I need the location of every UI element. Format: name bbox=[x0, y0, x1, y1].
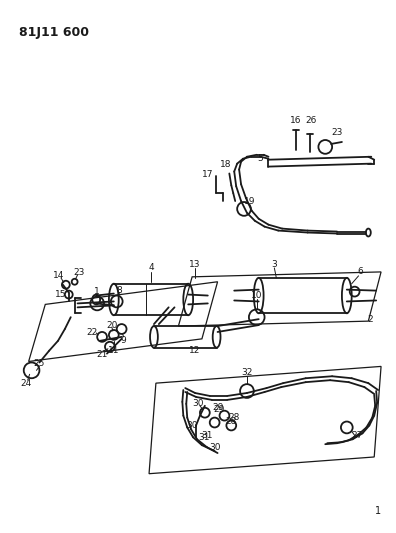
Text: 1: 1 bbox=[94, 287, 100, 296]
Text: 4: 4 bbox=[148, 263, 154, 272]
Text: 22: 22 bbox=[87, 328, 98, 337]
Text: 30: 30 bbox=[187, 421, 198, 430]
Text: 30: 30 bbox=[192, 399, 204, 408]
Text: 29: 29 bbox=[212, 403, 223, 412]
Text: 30: 30 bbox=[209, 442, 221, 451]
Text: 6: 6 bbox=[358, 268, 364, 277]
Text: 9: 9 bbox=[121, 336, 126, 345]
Text: 23: 23 bbox=[73, 269, 84, 277]
Text: 19: 19 bbox=[244, 197, 256, 206]
Text: 21: 21 bbox=[96, 350, 108, 359]
Text: 81J11 600: 81J11 600 bbox=[19, 26, 89, 39]
Text: 29: 29 bbox=[214, 405, 225, 414]
Text: 18: 18 bbox=[220, 160, 231, 169]
Text: 16: 16 bbox=[290, 116, 302, 125]
Text: 24: 24 bbox=[20, 378, 31, 387]
Text: 25: 25 bbox=[34, 359, 45, 368]
Text: 15: 15 bbox=[55, 290, 67, 299]
Text: 32: 32 bbox=[241, 368, 253, 377]
Text: 5: 5 bbox=[257, 154, 263, 163]
Text: 17: 17 bbox=[202, 170, 213, 179]
Text: 3: 3 bbox=[272, 260, 277, 269]
Text: 28: 28 bbox=[226, 417, 237, 426]
Text: 27: 27 bbox=[351, 431, 362, 440]
Text: 26: 26 bbox=[305, 116, 316, 125]
Text: 10: 10 bbox=[251, 291, 263, 300]
Text: 31: 31 bbox=[198, 433, 209, 442]
Text: 28: 28 bbox=[228, 413, 240, 422]
Text: 20: 20 bbox=[106, 320, 118, 329]
Text: 12: 12 bbox=[189, 346, 201, 355]
Text: 11: 11 bbox=[108, 346, 120, 355]
Text: 23: 23 bbox=[331, 127, 343, 136]
Text: 31: 31 bbox=[201, 431, 213, 440]
Text: 1: 1 bbox=[375, 506, 381, 516]
Text: 13: 13 bbox=[189, 260, 201, 269]
Text: 14: 14 bbox=[53, 271, 65, 280]
Text: 8: 8 bbox=[117, 286, 122, 295]
Text: 2: 2 bbox=[367, 314, 373, 324]
